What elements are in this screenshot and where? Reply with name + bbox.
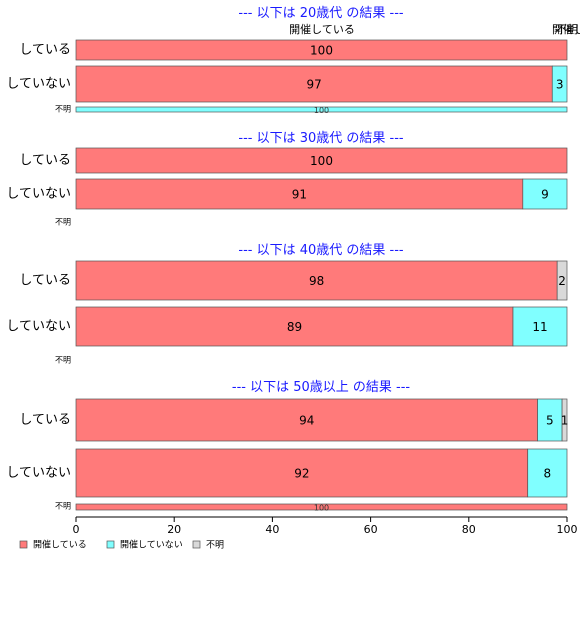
bar-value-label: 100 — [310, 154, 333, 168]
panel-title: --- 以下は 50歳以上 の結果 --- — [232, 380, 411, 395]
bar-value-label: 100 — [314, 106, 329, 115]
bar-value-label: 8 — [544, 467, 552, 481]
bar-value-label: 2 — [558, 274, 566, 288]
top-series-label: 開催している — [289, 22, 355, 36]
x-tick-label: 20 — [167, 523, 181, 536]
row-label: している — [19, 413, 71, 428]
bar-value-label: 100 — [310, 44, 333, 58]
bar-value-label: 92 — [294, 467, 309, 481]
panel-title: --- 以下は 40歳代 の結果 --- — [238, 243, 404, 258]
row-label: 不明 — [55, 356, 71, 365]
bar-value-label: 5 — [546, 414, 554, 428]
bar-value-label: 91 — [292, 188, 307, 202]
bar-value-label: 9 — [541, 188, 549, 202]
top-series-label: 開催していない — [552, 22, 580, 36]
bar-segment — [75, 39, 568, 61]
bar-segment — [512, 306, 568, 347]
row-label: していない — [6, 319, 71, 334]
row-label: している — [19, 273, 71, 288]
bar-segment — [75, 106, 568, 113]
bar-segment — [537, 398, 563, 442]
top-series-label: 不明 — [556, 23, 578, 36]
legend-label: 不明 — [206, 540, 224, 551]
legend-swatch — [106, 540, 115, 549]
bar-value-label: 100 — [314, 504, 329, 513]
bar-value-label: 94 — [299, 414, 314, 428]
bar-segment — [527, 448, 568, 498]
row-label: していない — [6, 466, 71, 481]
row-label: していない — [6, 187, 71, 202]
x-tick-label: 80 — [462, 523, 476, 536]
bar-value-label: 3 — [556, 78, 564, 92]
legend-swatch — [19, 540, 28, 549]
bar-segment — [75, 178, 524, 210]
legend-label: 開催している — [33, 539, 87, 551]
legend-label: 開催していない — [120, 539, 183, 551]
bar-segment — [75, 448, 529, 498]
row-label: していない — [6, 77, 71, 92]
panel-title: --- 以下は 30歳代 の結果 --- — [238, 131, 404, 146]
bar-value-label: 98 — [309, 274, 324, 288]
bar-segment — [75, 147, 568, 174]
row-label: している — [19, 153, 71, 168]
x-tick-label: 100 — [557, 523, 578, 536]
x-tick-label: 60 — [364, 523, 378, 536]
bar-segment — [522, 178, 568, 210]
row-label: している — [19, 43, 71, 58]
x-tick-label: 40 — [265, 523, 279, 536]
bar-segment — [75, 65, 553, 103]
bar-segment — [75, 306, 514, 347]
panel-title: --- 以下は 20歳代 の結果 --- — [238, 6, 404, 21]
bar-value-label: 11 — [532, 320, 547, 334]
bar-segment — [75, 260, 558, 301]
row-label: 不明 — [55, 502, 71, 511]
bar-segment — [561, 398, 568, 442]
bar-segment — [75, 503, 568, 511]
x-tick-label: 0 — [73, 523, 80, 536]
legend-swatch — [192, 540, 201, 549]
row-label: 不明 — [55, 218, 71, 227]
bar-segment — [556, 260, 568, 301]
bar-segment — [551, 65, 568, 103]
row-label: 不明 — [55, 105, 71, 114]
bar-value-label: 89 — [287, 320, 302, 334]
bar-value-label: 97 — [306, 78, 321, 92]
bar-value-label: 1 — [561, 414, 569, 428]
